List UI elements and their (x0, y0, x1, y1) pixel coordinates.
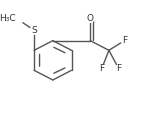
Circle shape (30, 26, 38, 34)
Circle shape (121, 37, 128, 44)
Text: S: S (31, 26, 37, 35)
Circle shape (87, 15, 94, 22)
Text: F: F (122, 36, 127, 45)
Text: F: F (99, 64, 104, 73)
Circle shape (99, 65, 105, 72)
Circle shape (9, 11, 23, 25)
Text: H₃C: H₃C (0, 14, 15, 23)
Circle shape (115, 65, 122, 72)
Text: O: O (87, 14, 94, 23)
Text: F: F (116, 64, 121, 73)
